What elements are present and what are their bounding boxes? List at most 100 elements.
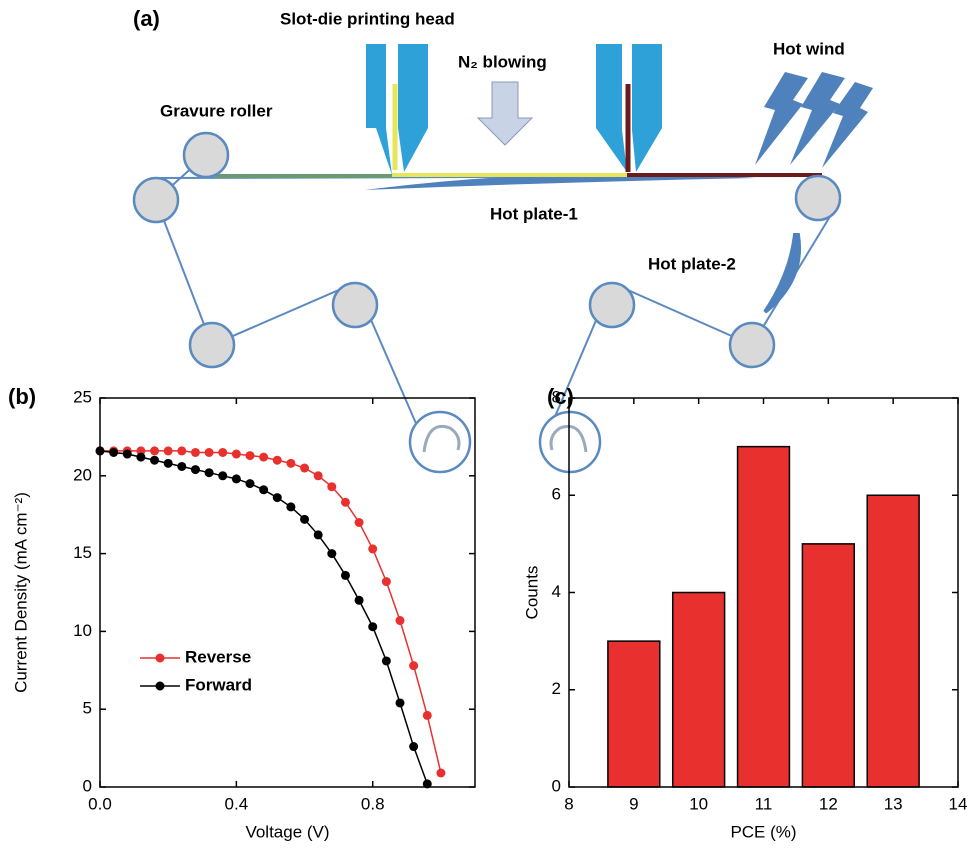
data-point [395, 616, 405, 626]
x-tick-label: 13 [884, 794, 903, 813]
diagram-label: Gravure roller [160, 101, 273, 120]
data-point [286, 502, 296, 512]
data-point [136, 446, 146, 456]
roller [188, 321, 236, 369]
data-point [190, 465, 200, 475]
data-point [122, 449, 132, 459]
roller [728, 321, 776, 369]
data-point [340, 570, 350, 580]
y-tick-label: 8 [552, 387, 561, 406]
x-axis-title: Voltage (V) [245, 822, 329, 841]
x-tick-label: 0.0 [88, 794, 112, 813]
x-tick-label: 9 [629, 794, 638, 813]
data-point [150, 446, 160, 456]
data-point [231, 474, 241, 484]
data-point [300, 514, 310, 524]
bar [671, 591, 726, 788]
y-tick-label: 10 [73, 621, 92, 640]
data-point [327, 549, 337, 559]
plot-frame [568, 397, 959, 788]
x-tick-label: 12 [819, 794, 838, 813]
data-point [368, 544, 378, 554]
roller [794, 174, 842, 222]
rotate-icon [549, 425, 588, 453]
data-point [381, 656, 391, 666]
web-path [154, 154, 419, 429]
data-point [272, 455, 282, 465]
unwinder [408, 410, 472, 474]
data-point [381, 577, 391, 587]
rewinder [538, 410, 602, 474]
hot-plate-1 [365, 173, 755, 190]
x-tick-label: 10 [689, 794, 708, 813]
data-point [109, 447, 119, 457]
roller [182, 131, 230, 179]
y-tick-label: 5 [83, 699, 92, 718]
series-line [100, 450, 442, 774]
hot-plate-2 [763, 233, 801, 314]
y-tick-label: 0 [83, 776, 92, 795]
data-point [150, 455, 160, 465]
hot-wind-bolts [755, 72, 873, 168]
data-point [368, 622, 378, 632]
plot-frame [99, 397, 476, 788]
data-point [313, 530, 323, 540]
data-point [395, 698, 405, 708]
legend-marker [155, 681, 165, 691]
legend-label: Reverse [185, 647, 251, 666]
x-tick-label: 14 [949, 794, 968, 813]
data-point [300, 463, 310, 473]
data-point [422, 779, 432, 789]
x-tick-label: 0.8 [361, 794, 385, 813]
bar [866, 494, 920, 788]
rotate-icon [422, 425, 461, 453]
data-point [259, 485, 269, 495]
roller [331, 281, 379, 329]
y-tick-label: 6 [552, 485, 561, 504]
data-point [245, 451, 255, 461]
diagram-label: Hot wind [773, 39, 845, 58]
data-point [177, 446, 187, 456]
y-tick-label: 15 [73, 543, 92, 562]
data-point [259, 452, 269, 462]
y-tick-label: 2 [552, 679, 561, 698]
roller [588, 281, 636, 329]
slot-die-head-1 [366, 44, 428, 175]
series-line [99, 450, 428, 785]
data-point [190, 447, 200, 457]
roller [132, 176, 180, 224]
y-tick-label: 0 [552, 776, 561, 795]
bar [736, 445, 791, 788]
diagram-label: N₂ blowing [458, 52, 547, 71]
roll-to-roll-diagram: (a) Slot-die printing head N₂ blowing Gr… [132, 6, 873, 474]
x-tick-label: 0.4 [225, 794, 249, 813]
diagram-label: Slot-die printing head [280, 9, 455, 28]
data-point [231, 449, 241, 459]
data-point [422, 710, 432, 720]
data-point [136, 452, 146, 462]
data-point [436, 768, 446, 778]
data-point [245, 479, 255, 489]
x-tick-label: 8 [564, 794, 573, 813]
data-point [340, 497, 350, 507]
y-tick-label: 25 [73, 387, 92, 406]
slot-die-head-2 [596, 44, 662, 172]
panel-label: (b) [8, 384, 36, 409]
legend-marker [155, 653, 165, 663]
data-point [354, 595, 364, 605]
y-tick-label: 4 [552, 582, 561, 601]
y-tick-label: 20 [73, 465, 92, 484]
diagram-label: Hot plate-2 [648, 254, 736, 273]
data-point [272, 493, 282, 503]
data-point [218, 471, 228, 481]
data-point [177, 461, 187, 471]
data-point [327, 482, 337, 492]
data-point [313, 471, 323, 481]
n2-arrow [476, 81, 534, 146]
panel-label: (a) [133, 6, 160, 31]
data-point [204, 447, 214, 457]
data-point [163, 446, 173, 456]
data-point [409, 661, 419, 671]
x-tick-label: 11 [755, 794, 773, 813]
